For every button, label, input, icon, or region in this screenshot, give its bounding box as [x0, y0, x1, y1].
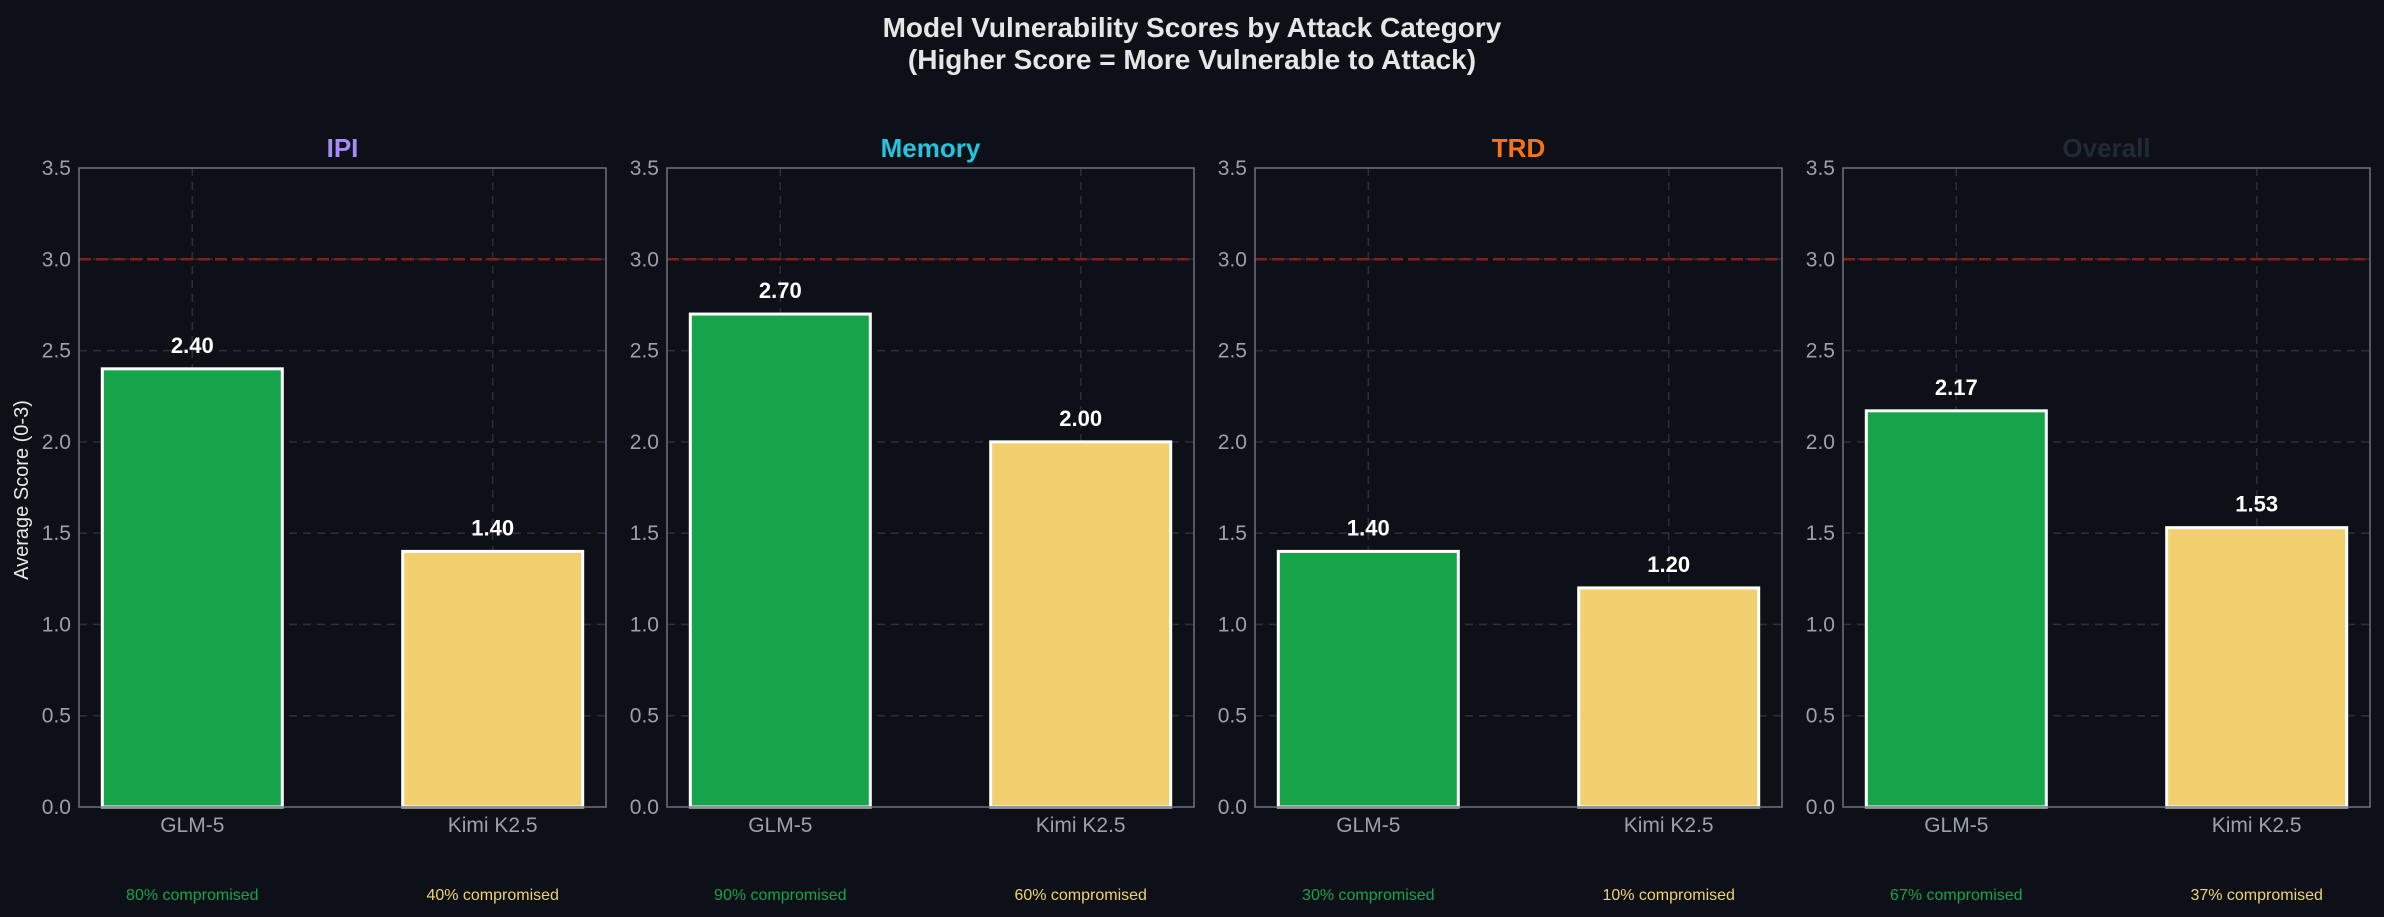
- panel-frame: [1842, 167, 2371, 808]
- y-tick-label: 1.5: [1806, 522, 1835, 545]
- y-tick-label: 3.5: [630, 157, 659, 180]
- panel-frame: [78, 167, 607, 808]
- y-tick-label: 0.5: [630, 705, 659, 728]
- y-tick-label: 0.0: [1806, 796, 1835, 819]
- x-tick-label: GLM-5: [1924, 814, 1988, 837]
- y-tick-label: 2.5: [42, 340, 71, 363]
- x-tick-label: GLM-5: [160, 814, 224, 837]
- y-tick-label: 1.5: [630, 522, 659, 545]
- x-tick-label: Kimi K2.5: [448, 814, 538, 837]
- bar-kimi-k2-5: [401, 549, 585, 809]
- y-tick-label: 2.5: [1806, 340, 1835, 363]
- y-tick-label: 1.0: [630, 613, 659, 636]
- x-tick-label: Kimi K2.5: [1036, 814, 1126, 837]
- value-label: 1.40: [471, 515, 514, 540]
- y-tick-label: 0.0: [1218, 796, 1247, 819]
- compromised-label: 90% compromised: [714, 887, 847, 904]
- panel-2: 0.0 0.5 1.0 1.5 2.0 2.5 3.0 3.5 1.40 GLM-5 30% com…: [1218, 133, 1783, 904]
- panel-title: Memory: [881, 133, 981, 163]
- y-tick-label: 0.0: [42, 796, 71, 819]
- compromised-label: 40% compromised: [426, 887, 559, 904]
- value-label: 2.17: [1935, 375, 1978, 400]
- bar-glm-5: [1276, 549, 1460, 809]
- panel-frame: [666, 167, 1195, 808]
- y-tick-label: 2.5: [1218, 340, 1247, 363]
- y-axis-label: Average Score (0-3): [11, 400, 33, 580]
- panel-title: Overall: [2062, 133, 2150, 163]
- y-tick-label: 3.0: [630, 248, 659, 271]
- bar-glm-5: [688, 312, 872, 809]
- panel-title: IPI: [327, 133, 359, 163]
- chart-title: Model Vulnerability Scores by Attack Cat…: [883, 12, 1502, 43]
- y-tick-label: 2.5: [630, 340, 659, 363]
- compromised-label: 30% compromised: [1302, 887, 1435, 904]
- compromised-label: 10% compromised: [1602, 887, 1735, 904]
- y-tick-label: 3.5: [1218, 157, 1247, 180]
- y-tick-label: 3.0: [1806, 248, 1835, 271]
- value-label: 1.40: [1347, 515, 1390, 540]
- y-tick-label: 2.0: [630, 431, 659, 454]
- chart-subtitle: (Higher Score = More Vulnerable to Attac…: [908, 44, 1476, 75]
- y-tick-label: 3.5: [42, 157, 71, 180]
- value-label: 2.00: [1059, 406, 1102, 431]
- bar-kimi-k2-5: [1577, 586, 1761, 809]
- bar-glm-5: [100, 367, 284, 809]
- y-tick-label: 2.0: [1218, 431, 1247, 454]
- x-tick-label: GLM-5: [1336, 814, 1400, 837]
- value-label: 1.53: [2235, 492, 2278, 517]
- bar-kimi-k2-5: [989, 440, 1173, 809]
- y-tick-label: 3.0: [1218, 248, 1247, 271]
- y-tick-label: 2.0: [1806, 431, 1835, 454]
- y-tick-label: 3.5: [1806, 157, 1835, 180]
- y-tick-label: 0.0: [630, 796, 659, 819]
- bar-glm-5: [1864, 409, 2048, 809]
- panel-1: 0.0 0.5 1.0 1.5 2.0 2.5 3.0 3.5 2.70 GLM-5 90% com…: [630, 133, 1195, 904]
- y-tick-label: 1.5: [1218, 522, 1247, 545]
- y-tick-label: 1.0: [42, 613, 71, 636]
- compromised-label: 37% compromised: [2190, 887, 2323, 904]
- y-tick-label: 0.5: [1218, 705, 1247, 728]
- x-tick-label: Kimi K2.5: [1624, 814, 1714, 837]
- compromised-label: 60% compromised: [1014, 887, 1147, 904]
- compromised-label: 67% compromised: [1890, 887, 2023, 904]
- panel-3: 0.0 0.5 1.0 1.5 2.0 2.5 3.0 3.5 2.17 GLM-5 67% com…: [1806, 133, 2371, 904]
- bar-kimi-k2-5: [2165, 526, 2349, 809]
- y-tick-label: 0.5: [42, 705, 71, 728]
- panel-frame: [1254, 167, 1783, 808]
- value-label: 2.70: [759, 278, 802, 303]
- y-tick-label: 1.0: [1218, 613, 1247, 636]
- panel-title: TRD: [1492, 133, 1545, 163]
- y-tick-label: 1.0: [1806, 613, 1835, 636]
- x-tick-label: GLM-5: [748, 814, 812, 837]
- value-label: 1.20: [1647, 552, 1690, 577]
- y-tick-label: 1.5: [42, 522, 71, 545]
- compromised-label: 80% compromised: [126, 887, 259, 904]
- panel-0: 0.0 0.5 1.0 1.5 2.0 2.5 3.0 3.5 2.40 GLM-5 80% com…: [42, 133, 607, 904]
- y-tick-label: 3.0: [42, 248, 71, 271]
- y-tick-label: 0.5: [1806, 705, 1835, 728]
- panels-group: 0.0 0.5 1.0 1.5 2.0 2.5 3.0 3.5 2.40 GLM-5 80% com…: [42, 133, 2371, 904]
- y-tick-label: 2.0: [42, 431, 71, 454]
- value-label: 2.40: [171, 333, 214, 358]
- x-tick-label: Kimi K2.5: [2212, 814, 2302, 837]
